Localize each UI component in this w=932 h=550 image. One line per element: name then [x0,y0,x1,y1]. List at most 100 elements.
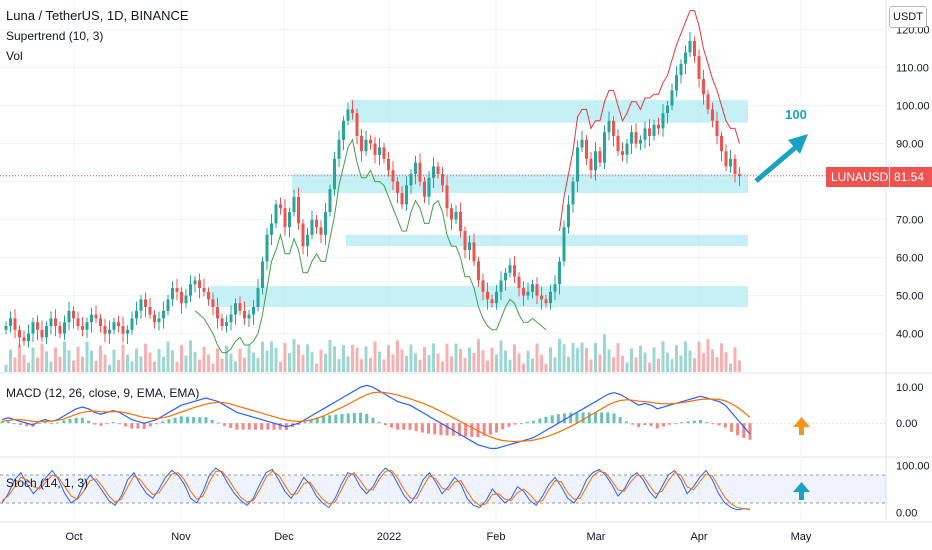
last-price-tag: 81.54 [889,167,932,187]
candle-body [261,261,264,288]
macd-histogram-bar [210,419,214,424]
macd-histogram-bar [25,423,29,427]
macd-histogram-bar [661,423,665,427]
candle-body [468,242,471,250]
volume-bar [459,349,462,372]
volume-bar [625,362,629,372]
candle-body [229,314,233,323]
volume-bar [247,344,251,372]
macd-histogram-bar [593,412,597,424]
macd-histogram-bar [198,417,202,424]
candle-body [117,322,120,326]
volume-bar [621,355,624,372]
macd-histogram-bar [371,417,375,424]
macd-histogram-bar [408,423,412,430]
candle-body [135,310,138,319]
macd-histogram-bar [451,423,455,436]
volume-bar [657,358,660,372]
macd-histogram-bar [624,421,628,424]
macd-histogram-bar [346,413,350,424]
volume-bar [13,357,17,372]
volume-bar [729,363,732,372]
volume-bar [315,363,318,372]
candle-body [738,174,741,176]
candle-body [549,291,552,304]
volume-bar [184,355,188,372]
volume-bar [81,356,84,372]
volume-bar [697,341,701,372]
candle-body [661,113,665,129]
volume-bar [598,354,602,372]
candle-body [522,288,525,296]
stoch-arrow-head [793,482,810,492]
candle-body [247,314,251,319]
volume-bar [612,357,615,372]
candle-body [684,52,687,64]
volume-bar [58,356,62,372]
macd-histogram-bar [686,421,690,424]
candle-body [126,329,129,334]
volume-bar [121,344,125,372]
macd-histogram-bar [155,423,159,425]
volume-bar [616,343,620,372]
candle-body [225,322,228,326]
time-tick-label: 2022 [377,531,401,543]
stoch-label[interactable]: Stoch (14, 1, 3) [6,476,89,490]
volume-bar [585,348,588,372]
candle-body [22,337,26,342]
candle-body [409,174,413,186]
candle-body [211,299,215,307]
candle-body [670,90,674,106]
candle-body [535,284,539,296]
price-tick-label: 100.00 [896,101,930,113]
volume-bar [265,350,269,372]
macd-histogram-bar [161,421,165,424]
volume-bar [130,361,134,372]
candle-body [90,314,93,323]
candle-body [306,234,309,247]
candle-body [621,151,624,155]
volume-bar [94,360,98,372]
volume-bar [567,356,570,372]
volume-bar [405,356,408,372]
candle-body [238,303,242,311]
volume-bar [652,347,656,372]
macd-tick-label: 0.00 [896,418,917,430]
volume-bar [292,339,296,372]
candle-body [481,280,485,292]
candle-body [517,276,521,288]
volume-bar [724,352,728,372]
currency-button[interactable]: USDT [889,6,927,28]
price-tick-label: 60.00 [896,253,924,265]
macd-histogram-bar [260,423,264,430]
volume-bar [216,348,219,372]
volume-bar [126,354,129,372]
volume-bar [90,350,93,372]
candle-body [499,280,503,292]
macd-histogram-bar [235,423,239,430]
macd-histogram-bar [173,417,177,424]
volume-bar [45,351,48,372]
supertrend-label[interactable]: Supertrend (10, 3) [6,29,104,43]
candle-body [531,284,534,292]
candle-body [441,174,444,186]
volume-bar [702,353,705,372]
candle-body [450,208,453,220]
macd-histogram-bar [513,423,517,425]
candle-body [652,124,656,136]
volume-bar [234,361,237,372]
candle-body [189,284,192,296]
candle-body [720,136,723,152]
macd-label[interactable]: MACD (12, 26, close, 9, EMA, EMA) [6,386,200,400]
volume-bars [4,334,741,372]
candle-body [679,63,683,76]
macd-histogram-bar [136,423,140,429]
volume-bar [643,352,647,372]
candle-body [576,147,579,182]
macd-histogram-bar [223,423,227,426]
candle-body [58,326,62,334]
macd-histogram-bar [519,423,523,425]
candle-body [544,299,548,304]
volume-bar [355,347,359,372]
volume-label[interactable]: Vol [6,49,23,63]
